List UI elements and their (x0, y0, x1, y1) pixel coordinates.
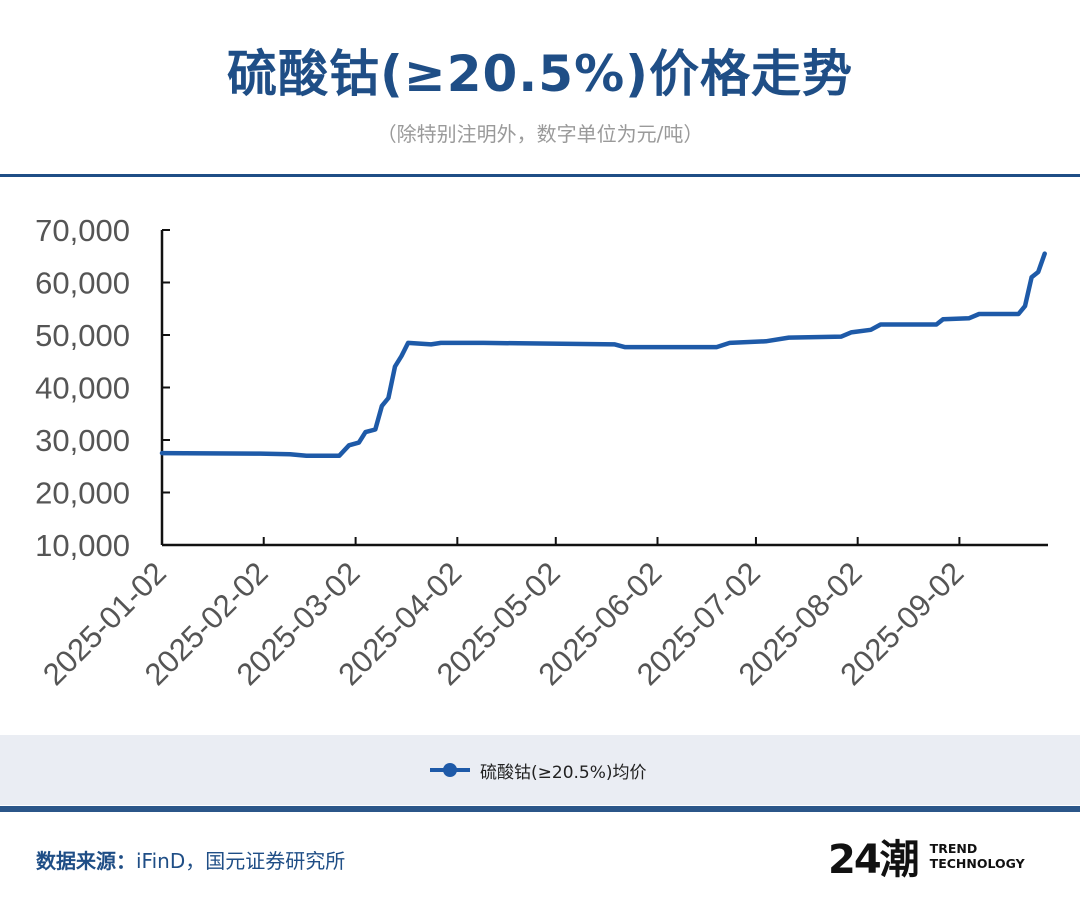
data-source-value: iFinD，国元证券研究所 (136, 849, 346, 873)
y-tick-label: 40,000 (35, 371, 130, 406)
header-divider (0, 174, 1080, 177)
logo-word-trend: TREND (929, 841, 978, 856)
legend-band: 硫酸钴(≥20.5%)均价 (0, 735, 1080, 805)
logo-word-technology: TECHNOLOGY (929, 856, 1025, 871)
y-tick-label: 10,000 (35, 528, 130, 563)
footer-divider (0, 806, 1080, 812)
y-tick-label: 50,000 (35, 318, 130, 353)
chart-subtitle: （除特别注明外，数字单位为元/吨） (376, 122, 704, 146)
legend-swatch (430, 759, 470, 781)
brand-logo: 24潮 TREND TECHNOLOGY (828, 830, 1025, 883)
y-tick-label: 70,000 (35, 213, 130, 248)
y-tick-label: 60,000 (35, 266, 130, 301)
legend-label: 硫酸钴(≥20.5%)均价 (480, 762, 647, 783)
series-layer (159, 251, 1047, 459)
line-chart: 10,000 20,000 30,000 40,000 50,000 60,000 70,0… (35, 213, 1048, 692)
data-source-label: 数据来源： (36, 849, 136, 873)
logo-words: TREND TECHNOLOGY (930, 841, 1025, 871)
y-axis: 10,000 20,000 30,000 40,000 50,000 60,000 70,0… (35, 213, 170, 563)
chart-title: 硫酸钴(≥20.5%)价格走势 (226, 45, 854, 103)
x-axis: 2025-01-022025-02-022025-03-022025-04-02… (36, 537, 1048, 692)
series-line (159, 251, 1047, 459)
logo-mark: 24潮 (828, 837, 920, 883)
legend-dot-marker (443, 763, 457, 777)
y-tick-label: 30,000 (35, 423, 130, 458)
y-tick-label: 20,000 (35, 476, 130, 511)
data-source: 数据来源：iFinD，国元证券研究所 (36, 845, 345, 874)
legend: 硫酸钴(≥20.5%)均价 (430, 759, 647, 783)
